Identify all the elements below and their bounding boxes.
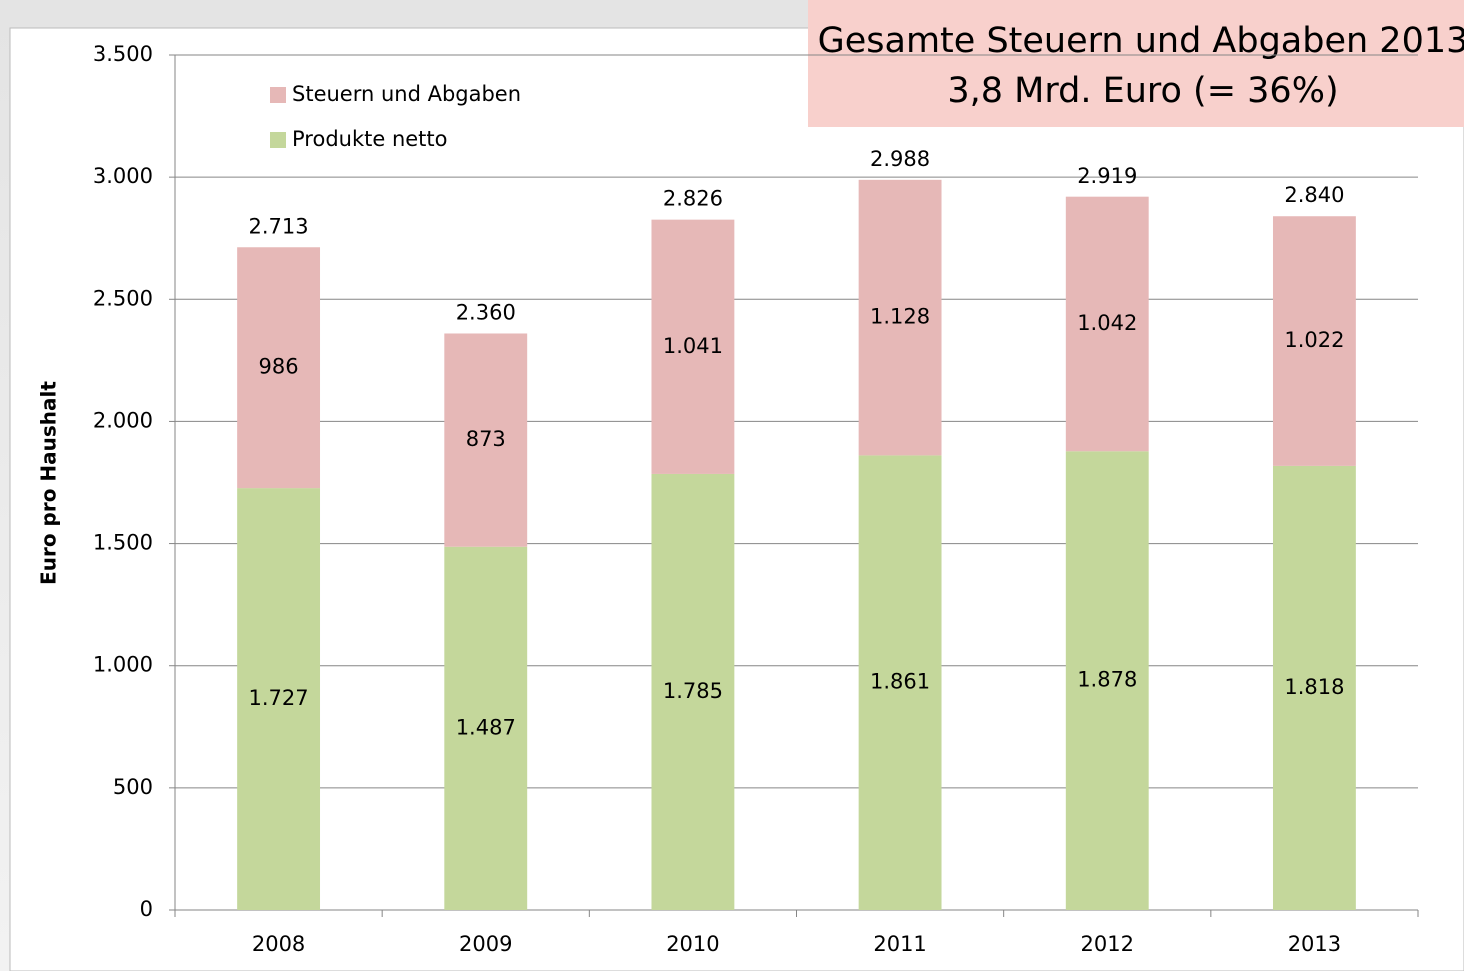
x-tick-label: 2009 <box>459 932 512 956</box>
annotation: 3,8 Mrd. Euro (= 36%) <box>947 71 1338 111</box>
data-label: 873 <box>466 427 506 451</box>
total-label: 2.826 <box>663 187 723 211</box>
total-label: 2.988 <box>870 147 930 171</box>
y-tick-label: 500 <box>113 775 153 799</box>
y-tick-label: 2.000 <box>93 408 153 432</box>
legend-label: Produkte netto <box>292 127 448 151</box>
annotation-box <box>808 0 1464 127</box>
total-label: 2.713 <box>249 214 309 238</box>
y-tick-label: 1.500 <box>93 531 153 555</box>
bar-segment <box>1065 451 1149 910</box>
y-tick-label: 1.000 <box>93 653 153 677</box>
bar-segment <box>1065 196 1149 452</box>
bar-segment <box>1272 465 1356 910</box>
y-tick-label: 3.500 <box>93 42 153 66</box>
data-label: 1.878 <box>1077 668 1137 692</box>
y-tick-label: 0 <box>140 897 153 921</box>
y-axis-label: Euro pro Haushalt <box>37 381 61 585</box>
bar-segment <box>858 179 942 456</box>
total-label: 2.360 <box>456 300 516 324</box>
legend-label: Steuern und Abgaben <box>292 82 521 106</box>
total-label: 2.840 <box>1284 183 1344 207</box>
bar-segment <box>651 473 735 910</box>
bar-segment <box>651 219 735 474</box>
data-label: 1.861 <box>870 670 930 694</box>
data-label: 1.042 <box>1077 311 1137 335</box>
x-tick-label: 2013 <box>1288 932 1341 956</box>
bar-segment <box>237 488 321 910</box>
annotation: Gesamte Steuern und Abgaben 2013 <box>818 21 1464 61</box>
bar-segment <box>444 333 528 547</box>
plot-panel <box>9 27 1464 971</box>
y-tick-label: 2.500 <box>93 286 153 310</box>
data-label: 1.022 <box>1284 328 1344 352</box>
data-label: 1.041 <box>663 334 723 358</box>
bar-segment <box>444 546 528 910</box>
x-tick-label: 2010 <box>666 932 719 956</box>
data-label: 1.128 <box>870 305 930 329</box>
bar-segment <box>237 247 321 489</box>
data-label: 1.487 <box>456 715 516 739</box>
data-label: 986 <box>259 355 299 379</box>
data-label: 1.785 <box>663 679 723 703</box>
bar-segment <box>858 455 942 910</box>
legend-swatch <box>270 87 286 103</box>
x-tick-label: 2011 <box>873 932 926 956</box>
data-label: 1.727 <box>249 686 309 710</box>
y-tick-label: 3.000 <box>93 164 153 188</box>
total-label: 2.919 <box>1077 164 1137 188</box>
bar-segment <box>1272 216 1356 466</box>
x-tick-label: 2012 <box>1081 932 1134 956</box>
x-tick-label: 2008 <box>252 932 305 956</box>
data-label: 1.818 <box>1284 675 1344 699</box>
legend-swatch <box>270 132 286 148</box>
